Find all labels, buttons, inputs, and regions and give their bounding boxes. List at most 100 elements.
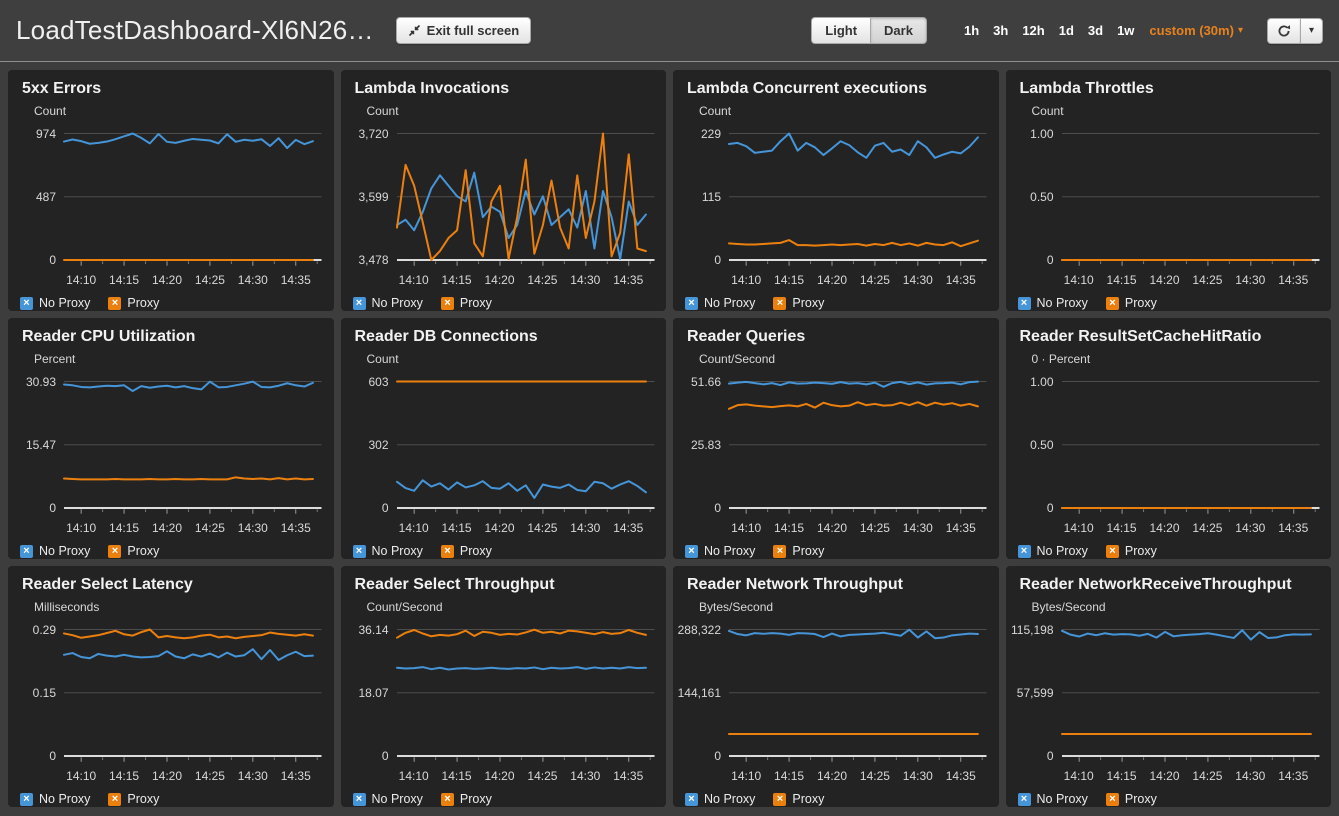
x-tick-label: 14:20 [151, 273, 183, 287]
chart-canvas[interactable] [729, 381, 987, 517]
chart-canvas[interactable] [64, 133, 322, 269]
legend-item-no-proxy[interactable]: × No Proxy [685, 296, 755, 310]
x-tick-label: 14:35 [1278, 769, 1309, 783]
legend-item-no-proxy[interactable]: × No Proxy [352, 792, 423, 806]
legend-checkbox-no-proxy[interactable]: × [352, 544, 366, 558]
legend-item-no-proxy[interactable]: × No Proxy [1017, 296, 1088, 310]
chart-plot-area[interactable]: 603 302 0 [368, 375, 655, 515]
chart-plot-area[interactable]: 229 115 0 [701, 127, 987, 267]
legend-item-no-proxy[interactable]: × No Proxy [1017, 792, 1088, 806]
chart-plot-area[interactable]: 974 487 0 [36, 127, 322, 267]
legend-item-no-proxy[interactable]: × No Proxy [352, 544, 423, 558]
legend-checkbox-no-proxy[interactable]: × [685, 296, 698, 310]
chart-plot-area[interactable]: 1.00 0.50 0 [1030, 127, 1320, 267]
x-tick-label: 14:20 [484, 273, 515, 287]
x-tick-label: 14:10 [398, 273, 429, 287]
time-range-1w[interactable]: 1w [1117, 23, 1135, 38]
legend-checkbox-no-proxy[interactable]: × [352, 792, 366, 806]
x-tick-label: 14:35 [945, 521, 976, 535]
legend-checkbox-proxy[interactable]: × [440, 296, 454, 310]
chart-canvas[interactable] [1062, 629, 1320, 765]
legend-checkbox-proxy[interactable]: × [773, 544, 787, 558]
chart-canvas[interactable] [397, 381, 655, 517]
chart-plot-area[interactable]: 1.00 0.50 0 [1030, 375, 1320, 515]
legend-item-proxy[interactable]: × Proxy [1105, 544, 1157, 558]
custom-range-button[interactable]: custom (30m) ▾ [1149, 23, 1243, 38]
legend-checkbox-proxy[interactable]: × [773, 296, 787, 310]
refresh-options-button[interactable]: ▾ [1299, 17, 1323, 44]
legend-item-proxy[interactable]: × Proxy [108, 296, 159, 310]
chart-plot-area[interactable]: 0.29 0.15 0 [33, 623, 322, 763]
legend-checkbox-proxy[interactable]: × [108, 296, 122, 310]
chart-panel: Reader ResultSetCacheHitRatio 0 · Percen… [1005, 318, 1331, 559]
theme-dark-button[interactable]: Dark [870, 17, 927, 44]
chart-plot-area[interactable]: 30.93 15.47 0 [26, 375, 322, 515]
exit-fullscreen-button[interactable]: Exit full screen [395, 17, 532, 44]
legend-checkbox-no-proxy[interactable]: × [685, 544, 698, 558]
legend-checkbox-proxy[interactable]: × [440, 792, 454, 806]
legend-item-proxy[interactable]: × Proxy [440, 792, 492, 806]
legend-item-no-proxy[interactable]: × No Proxy [20, 792, 90, 806]
time-range-12h[interactable]: 12h [1022, 23, 1045, 38]
y-axis-unit: Percent [34, 352, 76, 366]
y-tick-label: 603 [368, 374, 389, 389]
legend-item-proxy[interactable]: × Proxy [773, 296, 824, 310]
x-tick-label: 14:25 [1192, 769, 1223, 783]
legend-checkbox-proxy[interactable]: × [440, 544, 454, 558]
legend-item-proxy[interactable]: × Proxy [1105, 296, 1157, 310]
x-tick-label: 14:30 [570, 521, 601, 535]
legend-checkbox-no-proxy[interactable]: × [685, 792, 698, 806]
legend-item-proxy[interactable]: × Proxy [1105, 792, 1157, 806]
chart-title: Lambda Throttles [1019, 80, 1154, 97]
legend-checkbox-proxy[interactable]: × [1105, 792, 1119, 806]
chart-canvas[interactable] [64, 381, 322, 517]
legend-item-no-proxy[interactable]: × No Proxy [352, 296, 423, 310]
legend-item-proxy[interactable]: × Proxy [773, 792, 824, 806]
legend-item-proxy[interactable]: × Proxy [440, 296, 492, 310]
legend-checkbox-no-proxy[interactable]: × [1017, 544, 1031, 558]
legend-checkbox-no-proxy[interactable]: × [20, 296, 33, 310]
legend-checkbox-no-proxy[interactable]: × [20, 544, 33, 558]
chart-canvas[interactable] [1062, 381, 1320, 517]
chart-plot-area[interactable]: 288,322 144,161 0 [678, 623, 987, 763]
legend-item-proxy[interactable]: × Proxy [108, 544, 159, 558]
chart-plot-area[interactable]: 115,198 57,599 0 [1011, 623, 1320, 763]
chart-canvas[interactable] [729, 133, 987, 269]
legend-item-no-proxy[interactable]: × No Proxy [685, 544, 755, 558]
legend-checkbox-proxy[interactable]: × [1105, 544, 1119, 558]
legend-item-no-proxy[interactable]: × No Proxy [20, 296, 90, 310]
time-range-3d[interactable]: 3d [1087, 23, 1104, 38]
legend-checkbox-proxy[interactable]: × [773, 792, 787, 806]
legend-checkbox-proxy[interactable]: × [1105, 296, 1119, 310]
legend-item-no-proxy[interactable]: × No Proxy [20, 544, 90, 558]
legend-checkbox-proxy[interactable]: × [108, 544, 122, 558]
legend-item-no-proxy[interactable]: × No Proxy [685, 792, 755, 806]
x-tick-label: 14:30 [1235, 273, 1266, 287]
chart-plot-area[interactable]: 3,720 3,599 3,478 [358, 127, 655, 267]
chart-legend: × No Proxy × Proxy [1017, 792, 1332, 806]
legend-item-proxy[interactable]: × Proxy [773, 544, 824, 558]
x-tick-label: 14:15 [774, 273, 805, 287]
chart-canvas[interactable] [64, 629, 322, 765]
legend-checkbox-no-proxy[interactable]: × [1017, 296, 1031, 310]
refresh-button[interactable] [1266, 17, 1300, 44]
chart-canvas[interactable] [1062, 133, 1320, 269]
time-range-1d[interactable]: 1d [1058, 23, 1074, 38]
legend-item-proxy[interactable]: × Proxy [440, 544, 492, 558]
legend-checkbox-proxy[interactable]: × [108, 792, 122, 806]
legend-checkbox-no-proxy[interactable]: × [20, 792, 33, 806]
time-range-1h[interactable]: 1h [963, 23, 980, 38]
legend-checkbox-no-proxy[interactable]: × [352, 296, 366, 310]
chart-canvas[interactable] [397, 133, 655, 269]
theme-light-button[interactable]: Light [811, 17, 871, 44]
y-tick-label: 3,478 [358, 253, 389, 267]
legend-checkbox-no-proxy[interactable]: × [1017, 792, 1031, 806]
time-range-3h[interactable]: 3h [993, 23, 1009, 38]
chart-canvas[interactable] [729, 629, 987, 765]
legend-item-no-proxy[interactable]: × No Proxy [1017, 544, 1088, 558]
chart-plot-area[interactable]: 36.14 18.07 0 [358, 623, 655, 763]
chart-plot-area[interactable]: 51.66 25.83 0 [691, 375, 987, 515]
chart-canvas[interactable] [397, 629, 655, 765]
chart-title: Reader CPU Utilization [22, 328, 196, 345]
legend-item-proxy[interactable]: × Proxy [108, 792, 159, 806]
